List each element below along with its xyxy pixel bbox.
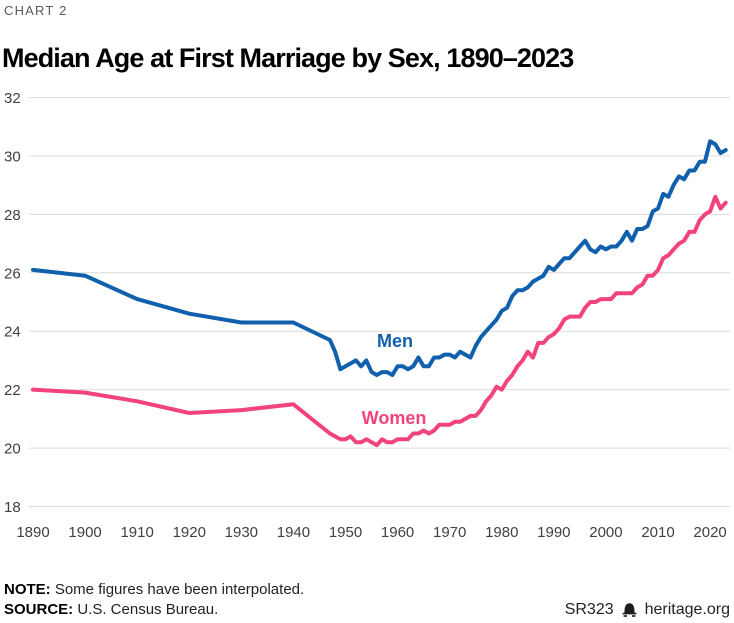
source-line: SOURCE: U.S. Census Bureau. bbox=[4, 600, 730, 620]
y-axis-tick-labels: 18 20 22 24 26 28 30 32 bbox=[4, 90, 21, 516]
y-tick-label: 30 bbox=[4, 148, 21, 165]
x-tick-label: 1930 bbox=[225, 524, 258, 541]
y-tick-label: 26 bbox=[4, 265, 21, 282]
y-tick-label: 18 bbox=[4, 499, 21, 516]
heritage-bell-icon bbox=[622, 603, 637, 617]
y-tick-label: 32 bbox=[4, 90, 21, 107]
x-tick-label: 2000 bbox=[589, 524, 622, 541]
branding: SR323 heritage.org bbox=[565, 600, 730, 620]
source-label: SOURCE: bbox=[4, 601, 74, 618]
x-tick-label: 1980 bbox=[485, 524, 518, 541]
chart-footer: NOTE: Some figures have been interpolate… bbox=[4, 580, 730, 620]
women-line bbox=[31, 194, 728, 448]
x-tick-label: 1890 bbox=[16, 524, 49, 541]
series-lines bbox=[31, 139, 728, 448]
men-line bbox=[31, 139, 728, 377]
x-tick-label: 2020 bbox=[693, 524, 726, 541]
x-tick-label: 1960 bbox=[381, 524, 414, 541]
y-tick-label: 24 bbox=[4, 324, 21, 341]
note-line: NOTE: Some figures have been interpolate… bbox=[4, 580, 730, 600]
x-tick-label: 1990 bbox=[537, 524, 570, 541]
x-tick-label: 1970 bbox=[433, 524, 466, 541]
y-tick-label: 28 bbox=[4, 207, 21, 224]
source-text: U.S. Census Bureau. bbox=[73, 601, 219, 618]
x-tick-label: 1950 bbox=[329, 524, 362, 541]
y-tick-label: 22 bbox=[4, 382, 21, 399]
women-series-label: Women bbox=[362, 408, 427, 428]
note-text: Some figures have been interpolated. bbox=[50, 581, 305, 598]
y-tick-label: 20 bbox=[4, 441, 21, 458]
x-axis-tick-labels: 1890 1900 1910 1920 1930 1940 1950 1960 1970 1980… bbox=[16, 524, 726, 541]
report-id: SR323 bbox=[564, 601, 614, 618]
x-tick-label: 1910 bbox=[120, 524, 153, 541]
chart-kicker: CHART 2 bbox=[4, 3, 68, 18]
men-series-label: Men bbox=[377, 331, 413, 351]
x-tick-label: 1900 bbox=[68, 524, 101, 541]
note-label: NOTE: bbox=[4, 581, 51, 598]
site-url: heritage.org bbox=[644, 601, 730, 618]
x-tick-label: 2010 bbox=[641, 524, 674, 541]
gridlines bbox=[29, 97, 730, 507]
page-title: Median Age at First Marriage by Sex, 189… bbox=[2, 43, 574, 74]
x-tick-label: 1940 bbox=[277, 524, 310, 541]
x-tick-label: 1920 bbox=[173, 524, 206, 541]
